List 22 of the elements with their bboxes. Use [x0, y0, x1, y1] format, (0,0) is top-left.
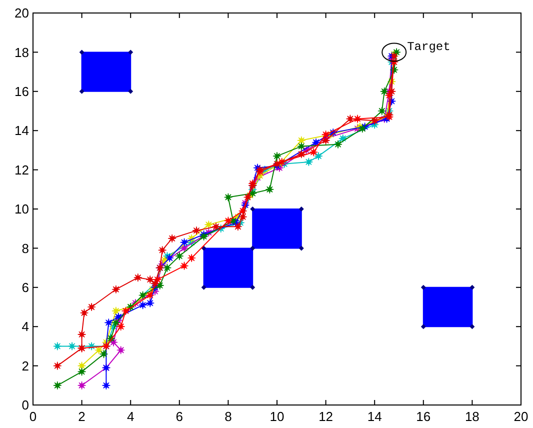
x-tick-label: 4 — [126, 409, 134, 424]
y-tick-label: 12 — [14, 162, 29, 178]
x-tick-label: 8 — [224, 409, 232, 424]
x-tick-label: 2 — [78, 409, 86, 424]
x-tick-label: 10 — [270, 409, 284, 424]
y-tick-label: 4 — [22, 319, 29, 334]
y-tick-label: 18 — [14, 44, 29, 60]
y-tick-label: 16 — [14, 84, 29, 99]
x-tick-label: 18 — [464, 409, 480, 424]
y-tick-label: 14 — [14, 123, 29, 138]
y-tick-label: 6 — [22, 280, 29, 295]
y-tick-label: 8 — [22, 240, 29, 256]
y-tick-label: 10 — [14, 202, 29, 217]
x-tick-label: 6 — [176, 409, 184, 424]
y-tick-label: 2 — [22, 358, 29, 374]
y-tick-label: 20 — [14, 6, 29, 21]
x-tick-label: 20 — [514, 409, 528, 424]
x-tick-label: 16 — [416, 409, 431, 424]
y-tick-label: 0 — [22, 398, 29, 413]
x-tick-label: 14 — [367, 409, 382, 424]
annotation: Target — [407, 40, 450, 54]
x-tick-label: 12 — [318, 409, 334, 424]
